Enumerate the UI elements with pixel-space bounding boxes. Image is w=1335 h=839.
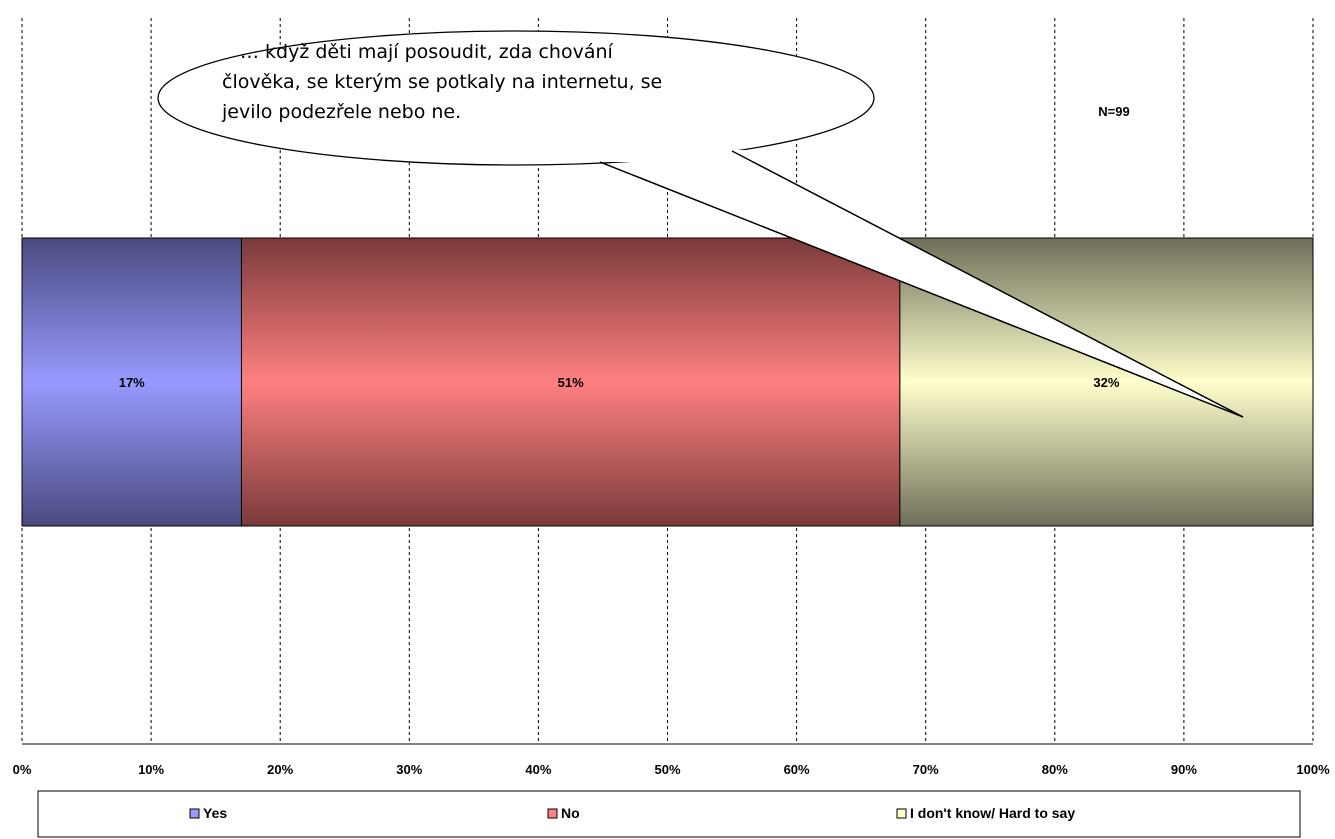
x-axis-tick-labels: 0% 10% 20% 30% 40% 50% 60% 70% 80% 90% 100% [13, 762, 1330, 777]
bar-data-label: 17% [119, 375, 145, 390]
legend-box [37, 790, 1301, 838]
bar-segment-yes [21, 237, 242, 527]
bar-data-labels: 17% 51% 32% [119, 375, 1120, 390]
legend-label: I don't know/ Hard to say [910, 805, 1075, 821]
x-tick-label: 80% [1042, 762, 1068, 777]
legend-swatch [896, 808, 907, 819]
speech-bubble-callout: … když děti mají posoudit, zda chování č… [157, 30, 1244, 418]
x-tick-label: 40% [525, 762, 551, 777]
x-tick-label: 0% [13, 762, 32, 777]
x-tick-label: 60% [784, 762, 810, 777]
bar-data-label: 32% [1093, 375, 1119, 390]
x-tick-label: 30% [396, 762, 422, 777]
x-tick-label: 70% [913, 762, 939, 777]
callout-line-1: … když děti mají posoudit, zda chování [240, 41, 614, 63]
legend-label: Yes [203, 805, 227, 821]
sample-size-label: N=99 [1098, 104, 1129, 119]
x-tick-label: 50% [654, 762, 680, 777]
x-tick-label: 10% [138, 762, 164, 777]
bar-segment-no [240, 237, 901, 527]
callout-bubble [157, 30, 875, 166]
bar-data-label: 51% [558, 375, 584, 390]
legend: Yes No I don't know/ Hard to say [37, 790, 1301, 838]
legend-label: No [561, 805, 580, 821]
callout-line-2: člověka, se kterým se potkaly na interne… [222, 71, 662, 93]
bar-segments [21, 237, 1314, 527]
legend-swatch [189, 808, 200, 819]
callout-line-3: jevilo podezřele nebo ne. [221, 101, 461, 123]
x-tick-label: 90% [1171, 762, 1197, 777]
x-tick-label: 20% [267, 762, 293, 777]
x-tick-label: 100% [1296, 762, 1330, 777]
legend-swatch [547, 808, 558, 819]
